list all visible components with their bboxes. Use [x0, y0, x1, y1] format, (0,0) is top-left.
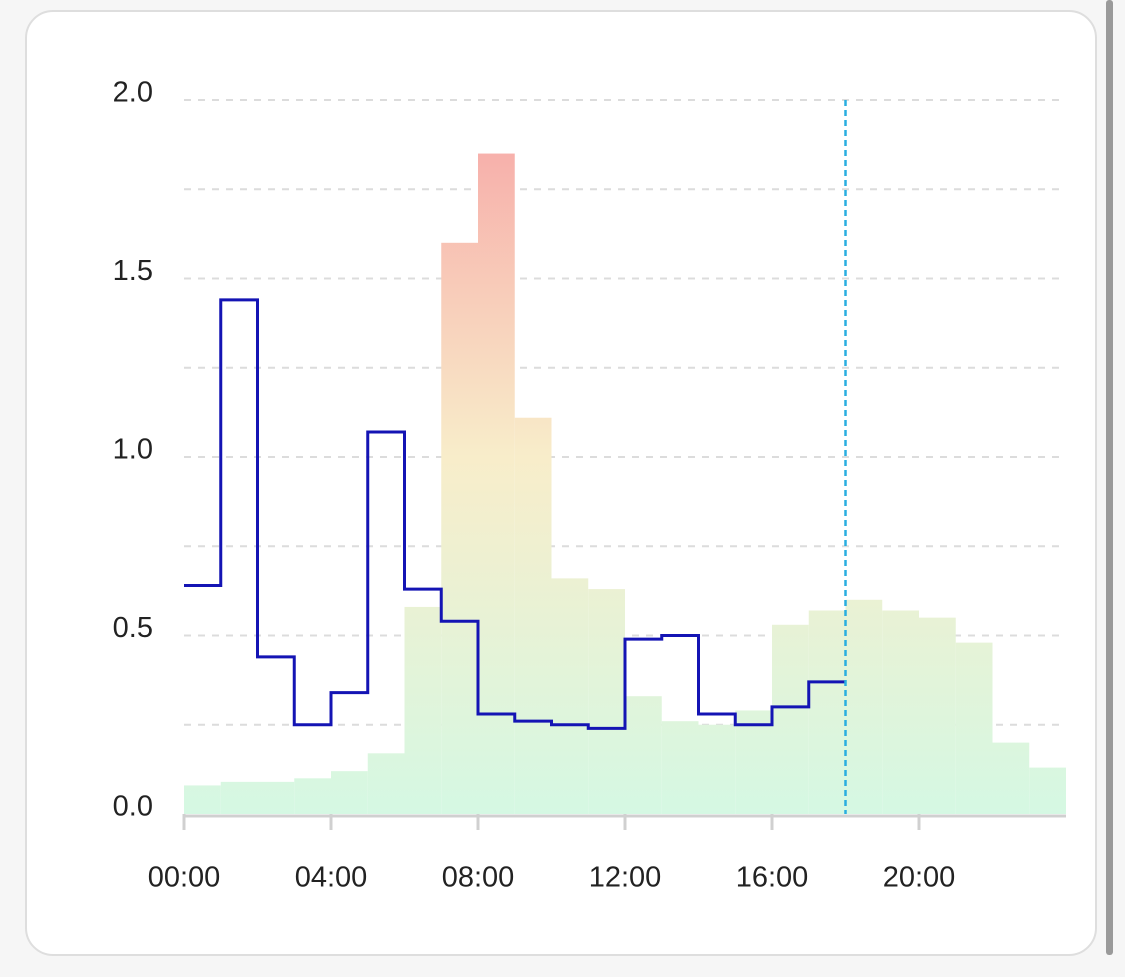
bar — [625, 696, 662, 814]
bar — [772, 624, 809, 814]
x-tick-label: 20:00 — [883, 862, 956, 894]
y-tick-label: 0.5 — [113, 612, 153, 644]
bar — [808, 610, 846, 814]
y-tick-label: 0.0 — [113, 791, 153, 823]
bar — [331, 771, 368, 814]
bar — [845, 599, 883, 814]
x-tick-label: 04:00 — [295, 862, 368, 894]
x-tick-label: 00:00 — [148, 862, 221, 894]
bar — [698, 724, 736, 814]
x-tick-label: 08:00 — [442, 862, 515, 894]
bar — [367, 753, 405, 814]
bar — [514, 417, 552, 814]
x-tick-label: 12:00 — [589, 862, 662, 894]
scrollbar — [1106, 0, 1113, 955]
bar — [955, 642, 993, 814]
bar — [404, 606, 442, 814]
bar — [441, 242, 478, 815]
bar — [919, 617, 956, 814]
bar — [257, 781, 295, 814]
bar — [661, 721, 699, 814]
y-tick-label: 1.0 — [113, 434, 153, 466]
bar — [184, 785, 221, 814]
bar — [1029, 767, 1066, 814]
bar — [478, 153, 515, 815]
step-line — [184, 298, 846, 730]
bar — [992, 742, 1030, 814]
x-tick-label: 16:00 — [736, 862, 809, 894]
bar — [294, 778, 331, 814]
bar — [882, 610, 919, 814]
bar — [551, 578, 589, 814]
y-tick-label: 2.0 — [113, 77, 153, 109]
bar — [735, 710, 772, 814]
y-tick-label: 1.5 — [113, 255, 153, 287]
bar — [220, 781, 258, 814]
bar — [588, 589, 625, 814]
